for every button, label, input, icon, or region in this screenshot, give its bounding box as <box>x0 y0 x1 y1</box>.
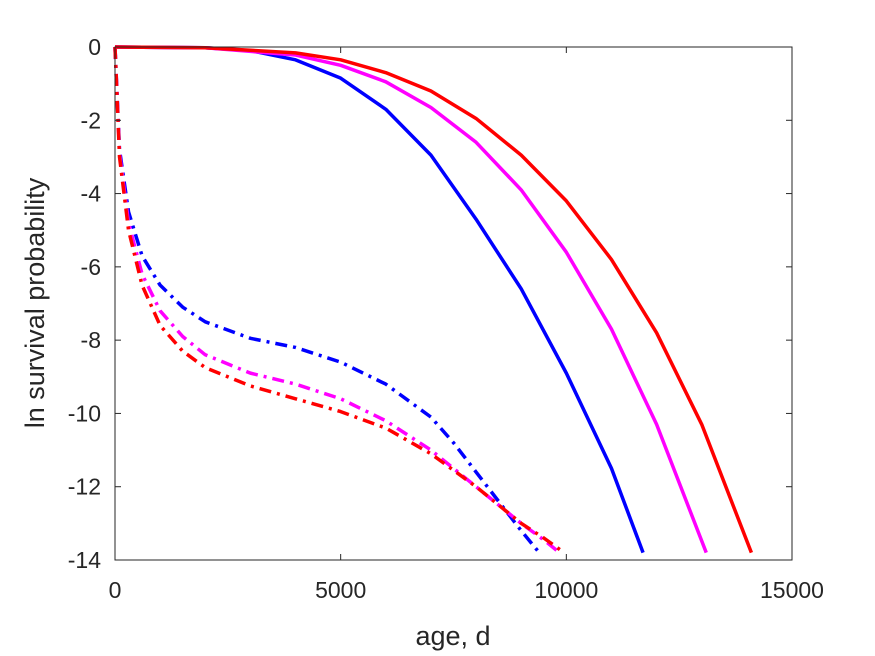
y-tick-label: -8 <box>81 327 101 353</box>
plot-area <box>115 47 792 560</box>
y-axis-title: ln survival probability <box>20 177 50 428</box>
y-tick-label: -6 <box>81 254 101 280</box>
x-tick-label: 0 <box>109 577 122 603</box>
y-tick-label: -10 <box>68 400 101 426</box>
series-line-5 <box>113 46 561 555</box>
y-tick-label: -14 <box>68 547 101 573</box>
y-tick-label: -2 <box>81 107 101 133</box>
x-tick-label: 15000 <box>760 577 824 603</box>
series-line-2 <box>114 45 708 554</box>
plot-frame <box>114 46 793 561</box>
series-group <box>113 45 754 555</box>
x-tick-label: 5000 <box>315 577 366 603</box>
y-tick-label: -12 <box>68 474 101 500</box>
ticks-group: 0 5000 10000 15000 0 -2 -4 -6 -8 -10 -12 -14 <box>68 34 824 603</box>
series-line-4 <box>113 46 541 554</box>
x-tick-label: 10000 <box>534 577 598 603</box>
x-axis-title: age, d <box>415 621 490 651</box>
y-tick-label: 0 <box>88 34 101 60</box>
series-line-3 <box>114 45 754 554</box>
y-tick-label: -4 <box>81 181 102 207</box>
